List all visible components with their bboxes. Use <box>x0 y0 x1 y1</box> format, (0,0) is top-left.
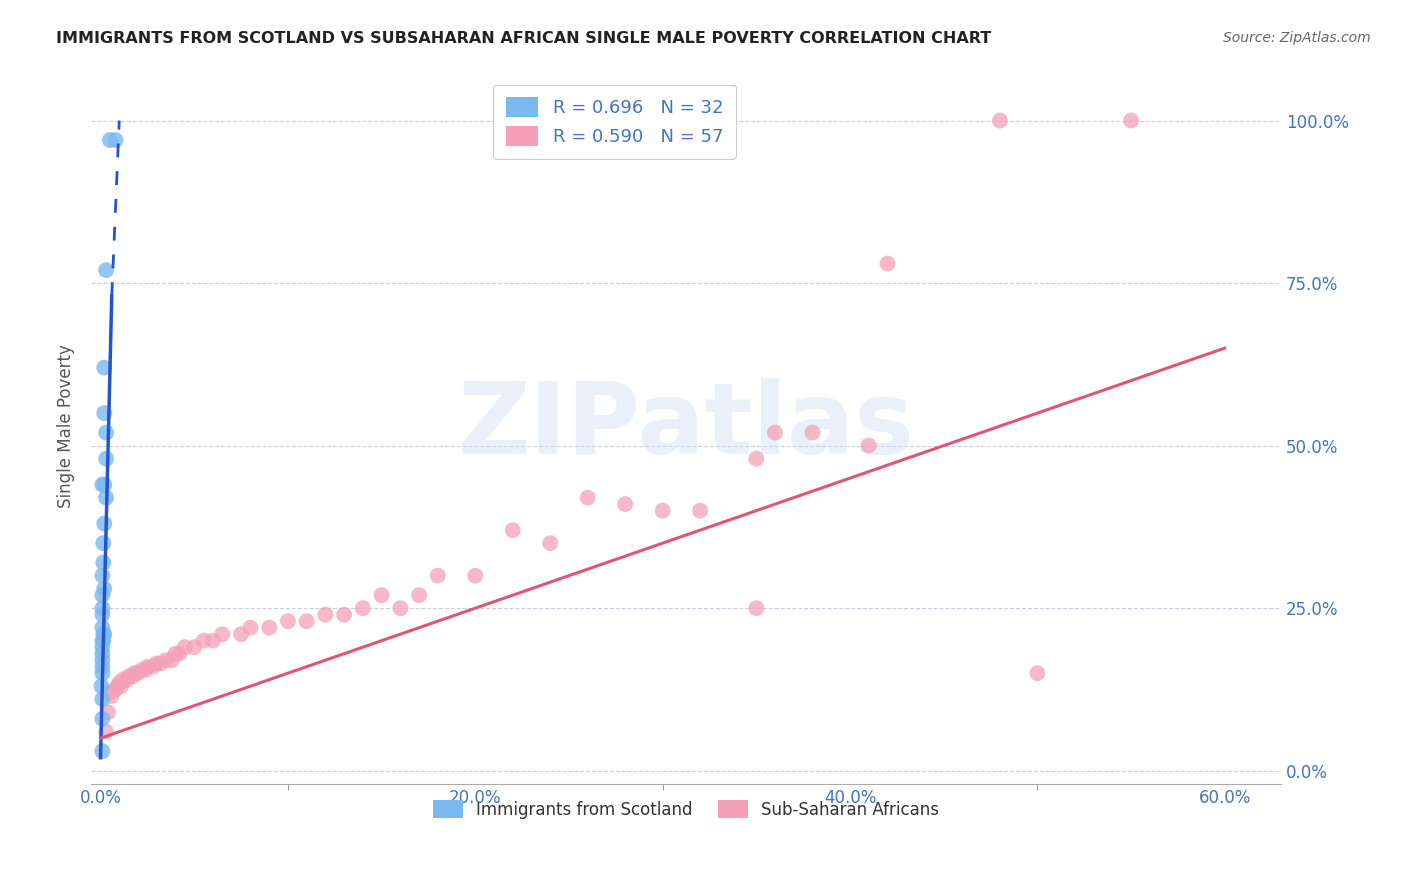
Point <box>136 659 159 673</box>
Point <box>277 614 299 628</box>
Point <box>98 686 121 700</box>
Point <box>93 360 115 375</box>
Point <box>314 607 336 622</box>
Point <box>389 601 412 615</box>
Point <box>98 133 121 147</box>
Point <box>115 673 138 687</box>
Point <box>464 568 486 582</box>
Point <box>201 633 224 648</box>
Point <box>91 692 114 706</box>
Point <box>239 621 262 635</box>
Point <box>93 477 115 491</box>
Point <box>745 451 768 466</box>
Point <box>94 425 117 440</box>
Point <box>100 689 122 703</box>
Point <box>1119 113 1142 128</box>
Point <box>91 653 114 667</box>
Point <box>91 633 114 648</box>
Point <box>134 663 156 677</box>
Point <box>93 516 115 531</box>
Point <box>145 657 167 671</box>
Text: ZIPatlas: ZIPatlas <box>457 377 914 475</box>
Point <box>173 640 195 655</box>
Point <box>988 113 1011 128</box>
Point <box>408 588 430 602</box>
Point <box>352 601 374 615</box>
Point <box>111 673 134 687</box>
Point <box>745 601 768 615</box>
Point <box>93 582 115 596</box>
Point <box>211 627 233 641</box>
Point <box>127 666 149 681</box>
Point <box>91 627 114 641</box>
Point <box>502 523 524 537</box>
Point <box>121 669 143 683</box>
Point <box>295 614 318 628</box>
Point <box>257 621 280 635</box>
Point <box>91 744 114 758</box>
Point <box>167 647 190 661</box>
Legend: Immigrants from Scotland, Sub-Saharan Africans: Immigrants from Scotland, Sub-Saharan Af… <box>426 794 946 825</box>
Point <box>97 705 120 719</box>
Point <box>104 133 127 147</box>
Point <box>91 607 114 622</box>
Point <box>122 666 145 681</box>
Point <box>229 627 252 641</box>
Y-axis label: Single Male Poverty: Single Male Poverty <box>58 344 75 508</box>
Point <box>165 647 187 661</box>
Point <box>91 712 114 726</box>
Point <box>91 536 114 550</box>
Point <box>94 724 117 739</box>
Text: IMMIGRANTS FROM SCOTLAND VS SUBSAHARAN AFRICAN SINGLE MALE POVERTY CORRELATION C: IMMIGRANTS FROM SCOTLAND VS SUBSAHARAN A… <box>56 31 991 46</box>
Point <box>91 556 114 570</box>
Point <box>110 679 132 693</box>
Point <box>91 568 114 582</box>
Point <box>91 640 114 655</box>
Point <box>614 497 637 511</box>
Point <box>91 477 114 491</box>
Point <box>94 491 117 505</box>
Point <box>131 663 153 677</box>
Point <box>576 491 599 505</box>
Point <box>876 256 898 270</box>
Point <box>94 263 117 277</box>
Point <box>91 621 114 635</box>
Point <box>689 503 711 517</box>
Point <box>651 503 673 517</box>
Point <box>104 682 127 697</box>
Point <box>763 425 786 440</box>
Point <box>155 653 177 667</box>
Point <box>91 659 114 673</box>
Point <box>90 679 112 693</box>
Point <box>91 588 114 602</box>
Point <box>193 633 215 648</box>
Point <box>538 536 561 550</box>
Point <box>142 659 165 673</box>
Point <box>91 633 114 648</box>
Point <box>105 679 128 693</box>
Point <box>160 653 183 667</box>
Point <box>108 676 131 690</box>
Point <box>370 588 392 602</box>
Point <box>91 601 114 615</box>
Point <box>183 640 205 655</box>
Point <box>426 568 449 582</box>
Point <box>149 657 172 671</box>
Point <box>117 669 139 683</box>
Point <box>93 406 115 420</box>
Point <box>801 425 824 440</box>
Point <box>93 627 115 641</box>
Point <box>858 439 880 453</box>
Point <box>91 647 114 661</box>
Point <box>91 666 114 681</box>
Point <box>333 607 356 622</box>
Point <box>94 451 117 466</box>
Point <box>1026 666 1049 681</box>
Text: Source: ZipAtlas.com: Source: ZipAtlas.com <box>1223 31 1371 45</box>
